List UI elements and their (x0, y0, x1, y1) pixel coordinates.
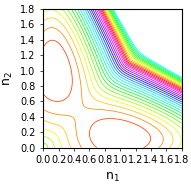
Y-axis label: n$_2$: n$_2$ (2, 71, 15, 86)
X-axis label: n$_1$: n$_1$ (105, 171, 120, 184)
